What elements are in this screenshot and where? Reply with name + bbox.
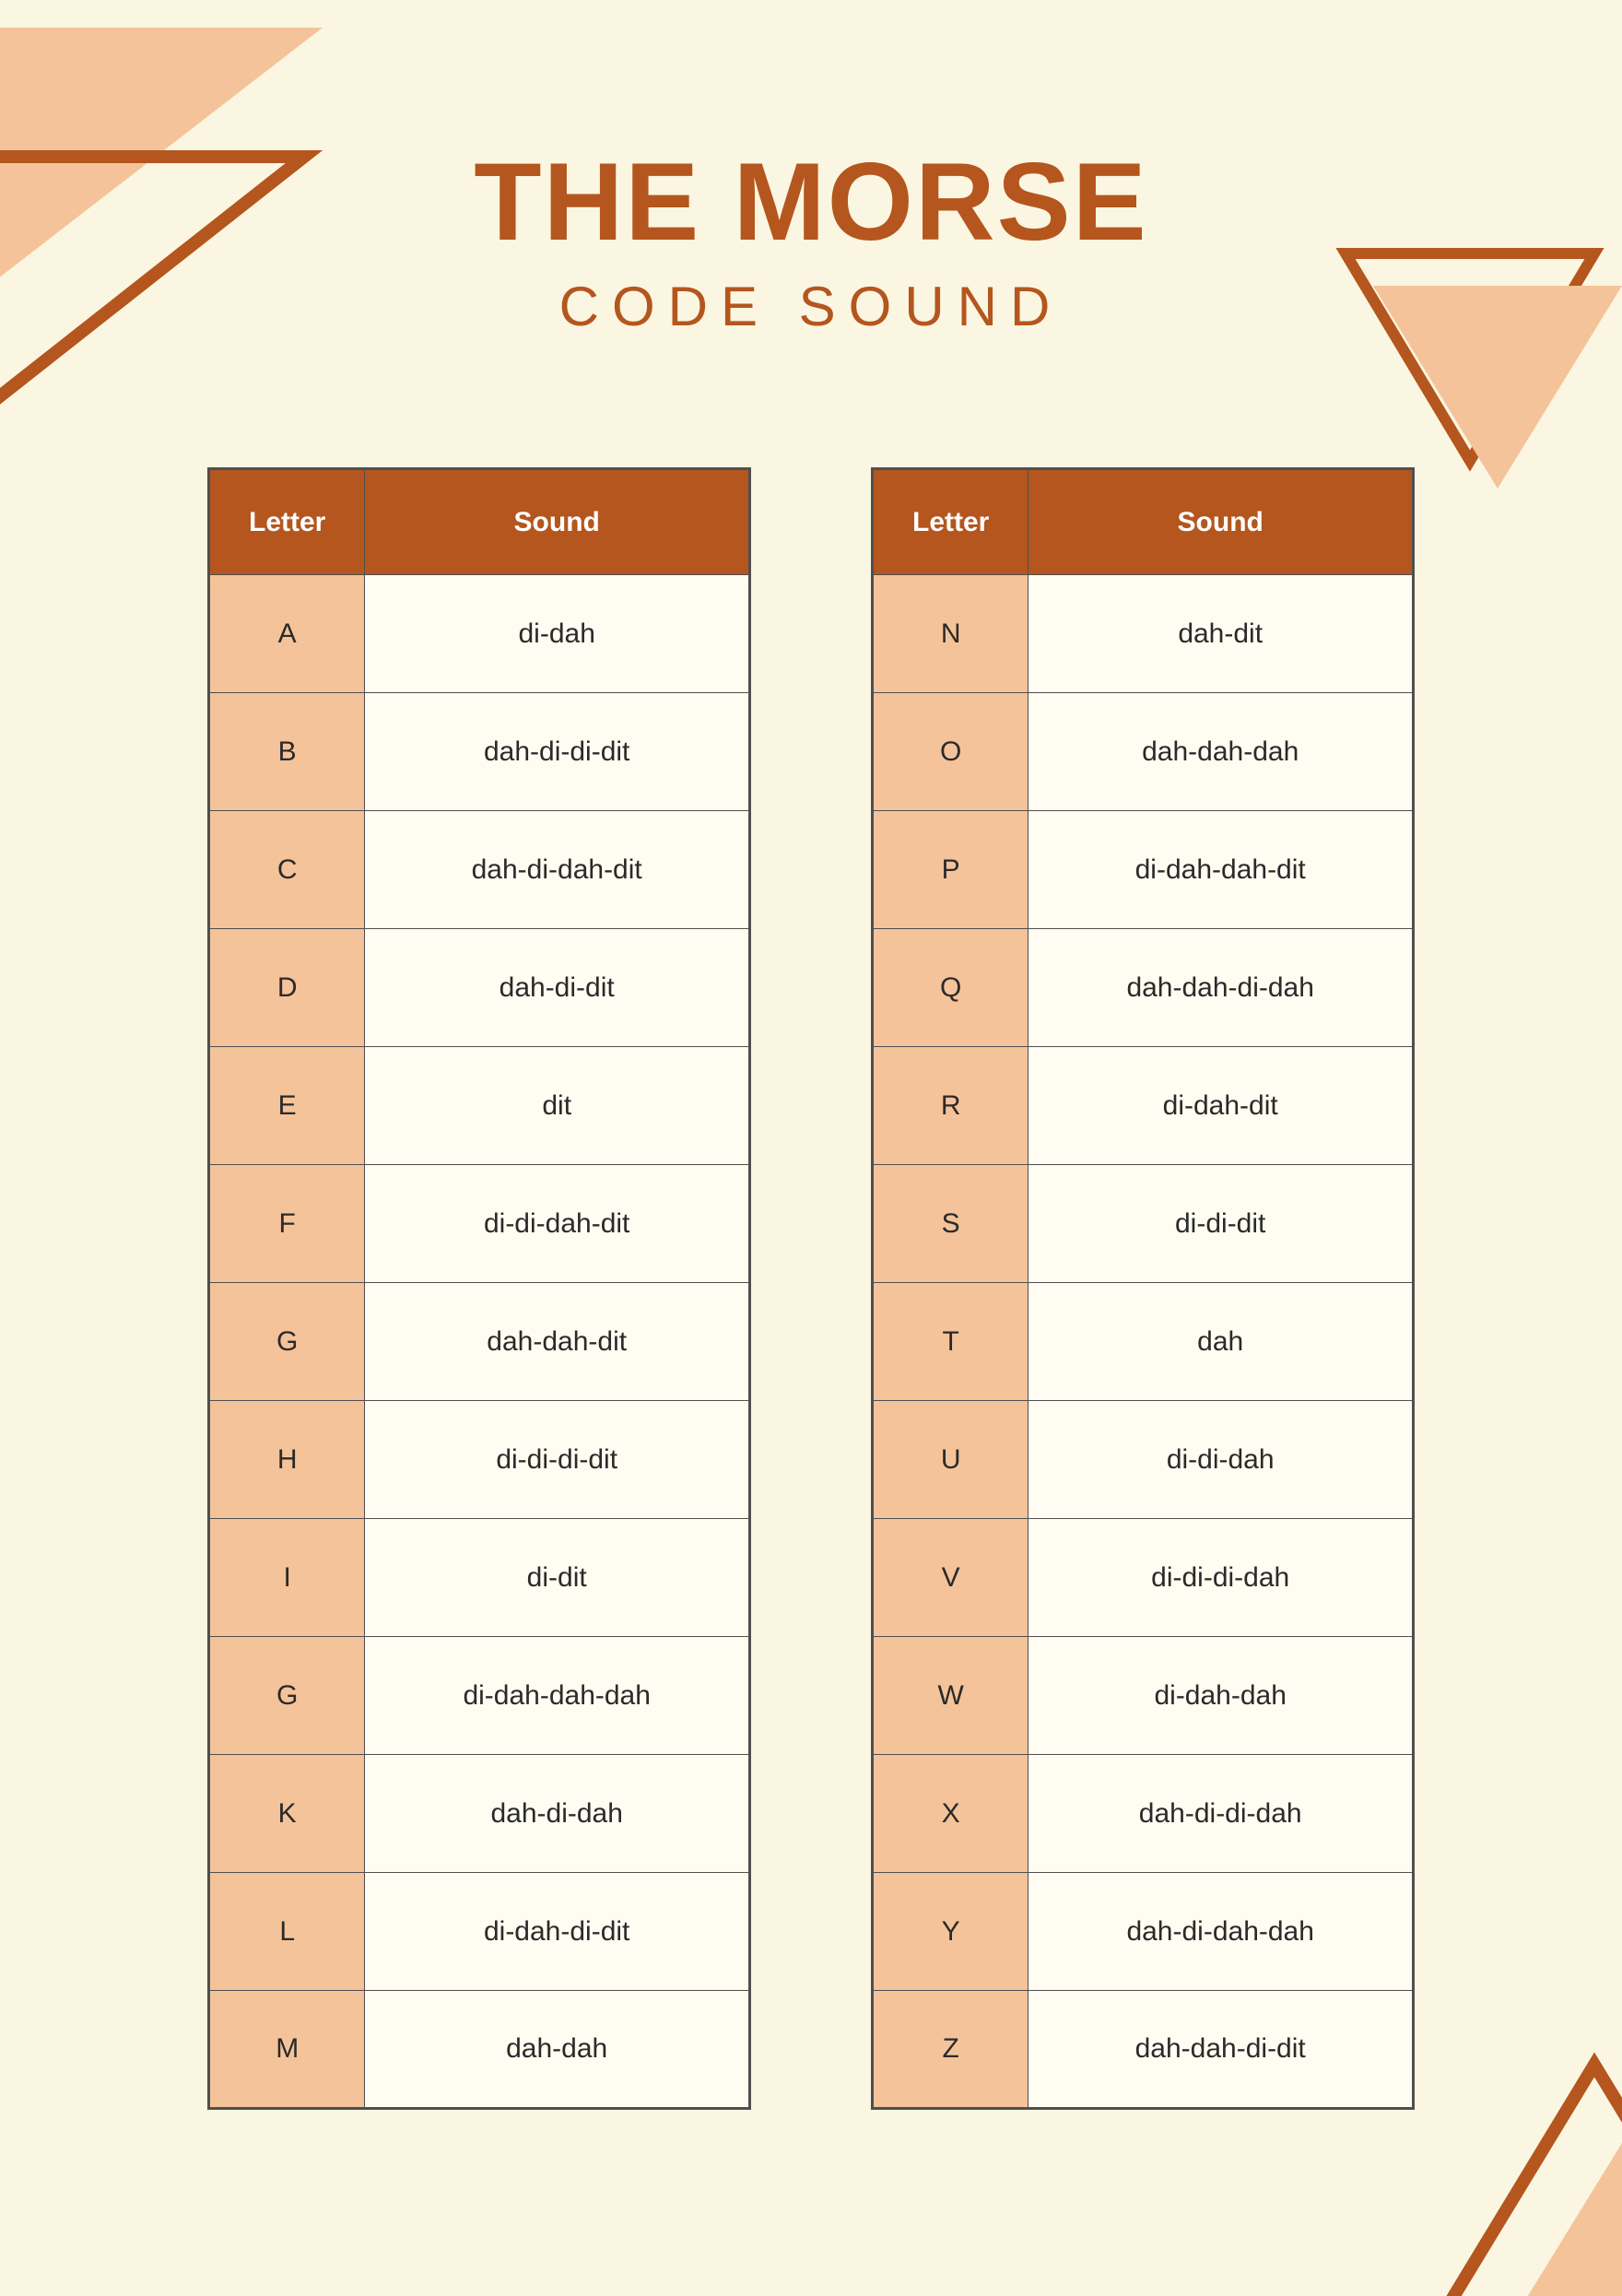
- header-letter: Letter: [873, 469, 1028, 575]
- table-row: Gdi-dah-dah-dah: [209, 1637, 750, 1755]
- table-row: Zdah-dah-di-dit: [873, 1991, 1414, 2109]
- letter-cell: A: [209, 575, 365, 693]
- table-header-row: Letter Sound: [209, 469, 750, 575]
- table-row: Ndah-dit: [873, 575, 1414, 693]
- letter-cell: Q: [873, 929, 1028, 1047]
- sound-cell: di-dah-dah-dit: [1028, 811, 1414, 929]
- table-header-row: Letter Sound: [873, 469, 1414, 575]
- letter-cell: Z: [873, 1991, 1028, 2109]
- letter-cell: K: [209, 1755, 365, 1873]
- letter-cell: T: [873, 1283, 1028, 1401]
- letter-cell: Y: [873, 1873, 1028, 1991]
- sound-cell: di-dah-di-dit: [365, 1873, 750, 1991]
- table-row: Rdi-dah-dit: [873, 1047, 1414, 1165]
- sound-cell: dah-dah-dit: [365, 1283, 750, 1401]
- sound-cell: di-di-dah-dit: [365, 1165, 750, 1283]
- table-row: Ddah-di-dit: [209, 929, 750, 1047]
- sound-cell: dah-dah-di-dit: [1028, 1991, 1414, 2109]
- letter-cell: P: [873, 811, 1028, 929]
- title-line-2: CODE SOUND: [0, 275, 1622, 338]
- table-row: Kdah-di-dah: [209, 1755, 750, 1873]
- header-letter: Letter: [209, 469, 365, 575]
- letter-cell: G: [209, 1283, 365, 1401]
- letter-cell: C: [209, 811, 365, 929]
- tables-container: Letter Sound Adi-dahBdah-di-di-ditCdah-d…: [0, 467, 1622, 2110]
- letter-cell: D: [209, 929, 365, 1047]
- table-row: Fdi-di-dah-dit: [209, 1165, 750, 1283]
- letter-cell: H: [209, 1401, 365, 1519]
- letter-cell: F: [209, 1165, 365, 1283]
- sound-cell: di-dit: [365, 1519, 750, 1637]
- letter-cell: W: [873, 1637, 1028, 1755]
- sound-cell: dah-di-dah-dit: [365, 811, 750, 929]
- sound-cell: di-dah-dah: [1028, 1637, 1414, 1755]
- sound-cell: dah-di-dah: [365, 1755, 750, 1873]
- table-row: Odah-dah-dah: [873, 693, 1414, 811]
- sound-cell: di-dah: [365, 575, 750, 693]
- sound-cell: dah: [1028, 1283, 1414, 1401]
- letter-cell: O: [873, 693, 1028, 811]
- sound-cell: dah-di-di-dit: [365, 693, 750, 811]
- triangle-bottom-right-fill: [1511, 2083, 1622, 2296]
- table-row: Bdah-di-di-dit: [209, 693, 750, 811]
- morse-table-right: Letter Sound Ndah-ditOdah-dah-dahPdi-dah…: [871, 467, 1415, 2110]
- letter-cell: I: [209, 1519, 365, 1637]
- morse-table-left: Letter Sound Adi-dahBdah-di-di-ditCdah-d…: [207, 467, 751, 2110]
- sound-cell: di-dah-dit: [1028, 1047, 1414, 1165]
- sound-cell: dah-dah-dah: [1028, 693, 1414, 811]
- letter-cell: L: [209, 1873, 365, 1991]
- header-sound: Sound: [1028, 469, 1414, 575]
- sound-cell: dah-dah-di-dah: [1028, 929, 1414, 1047]
- letter-cell: R: [873, 1047, 1028, 1165]
- table-row: Gdah-dah-dit: [209, 1283, 750, 1401]
- page-header: THE MORSE CODE SOUND: [0, 0, 1622, 338]
- table-row: Idi-dit: [209, 1519, 750, 1637]
- letter-cell: V: [873, 1519, 1028, 1637]
- sound-cell: dah-dit: [1028, 575, 1414, 693]
- sound-cell: di-di-di-dit: [365, 1401, 750, 1519]
- table-row: Hdi-di-di-dit: [209, 1401, 750, 1519]
- sound-cell: di-dah-dah-dah: [365, 1637, 750, 1755]
- table-row: Pdi-dah-dah-dit: [873, 811, 1414, 929]
- header-sound: Sound: [365, 469, 750, 575]
- letter-cell: B: [209, 693, 365, 811]
- table-row: Ydah-di-dah-dah: [873, 1873, 1414, 1991]
- table-row: Adi-dah: [209, 575, 750, 693]
- sound-cell: dah-di-dit: [365, 929, 750, 1047]
- table-row: Cdah-di-dah-dit: [209, 811, 750, 929]
- table-row: Vdi-di-di-dah: [873, 1519, 1414, 1637]
- table-row: Mdah-dah: [209, 1991, 750, 2109]
- letter-cell: N: [873, 575, 1028, 693]
- letter-cell: X: [873, 1755, 1028, 1873]
- letter-cell: U: [873, 1401, 1028, 1519]
- table-row: Udi-di-dah: [873, 1401, 1414, 1519]
- page: THE MORSE CODE SOUND Letter Sound Adi-da…: [0, 0, 1622, 2296]
- sound-cell: di-di-di-dah: [1028, 1519, 1414, 1637]
- sound-cell: dah-di-di-dah: [1028, 1755, 1414, 1873]
- sound-cell: dah-di-dah-dah: [1028, 1873, 1414, 1991]
- table-row: Wdi-dah-dah: [873, 1637, 1414, 1755]
- title-line-1: THE MORSE: [0, 138, 1622, 265]
- sound-cell: dit: [365, 1047, 750, 1165]
- sound-cell: di-di-dah: [1028, 1401, 1414, 1519]
- table-row: Sdi-di-dit: [873, 1165, 1414, 1283]
- letter-cell: G: [209, 1637, 365, 1755]
- sound-cell: di-di-dit: [1028, 1165, 1414, 1283]
- sound-cell: dah-dah: [365, 1991, 750, 2109]
- letter-cell: E: [209, 1047, 365, 1165]
- table-row: Xdah-di-di-dah: [873, 1755, 1414, 1873]
- table-row: Qdah-dah-di-dah: [873, 929, 1414, 1047]
- table-row: Edit: [209, 1047, 750, 1165]
- table-row: Ldi-dah-di-dit: [209, 1873, 750, 1991]
- letter-cell: M: [209, 1991, 365, 2109]
- table-row: Tdah: [873, 1283, 1414, 1401]
- letter-cell: S: [873, 1165, 1028, 1283]
